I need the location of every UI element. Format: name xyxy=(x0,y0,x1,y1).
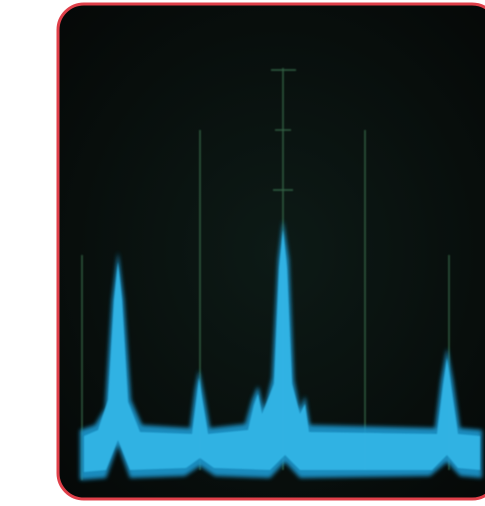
page xyxy=(0,0,485,506)
oscilloscope-photo xyxy=(0,0,485,506)
